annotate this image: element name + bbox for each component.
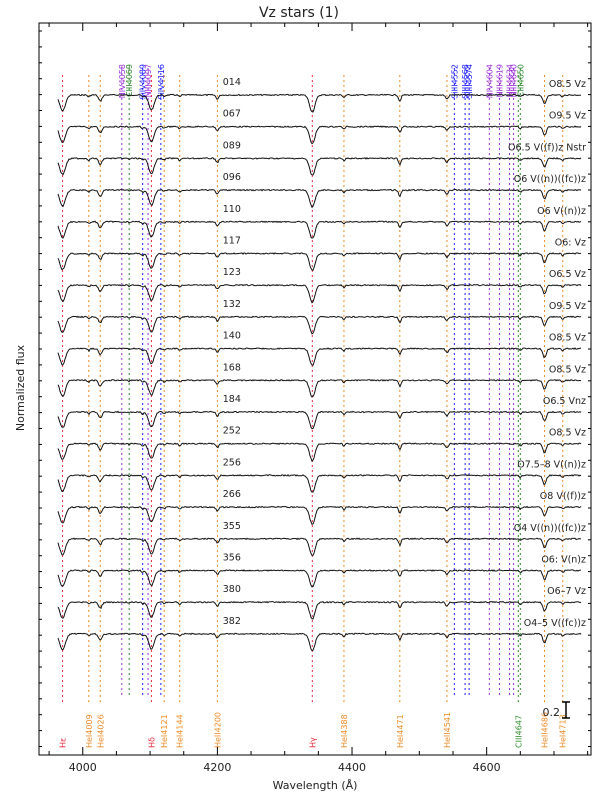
- bottom-line-label: HeI4009: [85, 714, 94, 748]
- bottom-line-label: Hδ: [147, 737, 156, 748]
- chart-title: Vz stars (1): [259, 5, 339, 21]
- top-line-label: SiIV4089: [139, 64, 148, 100]
- series-name-label: 168: [223, 362, 241, 373]
- series-name-label: 132: [223, 299, 241, 310]
- top-line-label: CIII4069: [125, 64, 134, 97]
- x-tick-label: 4600: [473, 761, 501, 774]
- series-sptype-label: O8.5 Vz: [549, 333, 586, 344]
- spectrum-line: [57, 347, 582, 366]
- top-line-label: SiIII4574: [465, 64, 474, 99]
- top-line-label: SiIII4552: [450, 64, 459, 99]
- series-sptype-label: O6: V(n)z: [541, 555, 586, 566]
- spectrum-line: [57, 474, 582, 493]
- bottom-line-label: HeI4471: [396, 714, 405, 748]
- top-line-label: NIII4619: [495, 64, 504, 97]
- series-name-label: 355: [223, 521, 241, 532]
- x-axis-label: Wavelength (Å): [273, 779, 358, 792]
- series-sptype-label: O8.5 Vz: [549, 364, 586, 375]
- spectrum-line: [57, 315, 581, 335]
- plot-frame: [38, 22, 592, 756]
- series-name-label: 117: [223, 236, 241, 247]
- top-line-label: SiIV4116: [157, 64, 166, 100]
- top-line-label: NIII4634: [506, 64, 515, 97]
- spectrum-line: [57, 569, 582, 588]
- series-name-label: 356: [223, 553, 241, 564]
- spectrum-line: [57, 93, 582, 113]
- x-tick-label: 4200: [203, 761, 231, 774]
- series-name-label: 096: [223, 172, 241, 183]
- spectra-series: [57, 93, 582, 652]
- spectrum-line: [57, 252, 582, 271]
- spectrum-line: [57, 378, 582, 398]
- series-name-label: 110: [223, 204, 241, 215]
- bottom-line-label: HeI4388: [340, 714, 349, 748]
- y-axis-label: Normalized flux: [14, 344, 27, 431]
- series-name-label: 067: [223, 109, 241, 120]
- axes: 4000 4200 4400 4600: [39, 23, 591, 774]
- top-line-label: SiIII4568: [461, 64, 470, 99]
- series-name-label: 252: [223, 426, 241, 437]
- series-sptype-label: O6 V((n))z: [537, 206, 586, 217]
- spectrum-line: [57, 442, 582, 463]
- scale-bar: 0.2: [543, 701, 570, 719]
- series-sptype-label: O8.5 Vz: [549, 428, 586, 439]
- series-sptype-label: O8.5 Vz: [549, 79, 586, 90]
- spectrum-line: [57, 188, 582, 209]
- bottom-line-label: HeI4713: [559, 714, 568, 748]
- series-sptype-label: O6 V((n))((fc))z: [514, 174, 586, 185]
- bottom-line-label: Hε: [59, 738, 68, 748]
- series-sptype-label: O6.5 Vz: [549, 269, 586, 280]
- bottom-line-label: HeI4144: [176, 714, 185, 748]
- spectrum-line: [57, 505, 582, 525]
- top-line-label: NIII4640: [510, 64, 519, 97]
- top-line-label: NIII4097: [144, 64, 153, 97]
- series-name-label: 184: [223, 394, 241, 405]
- top-line-label: CIII4650: [516, 64, 525, 97]
- bottom-line-label: HeI4121: [160, 714, 169, 748]
- scale-bar-label: 0.2: [543, 706, 561, 719]
- series-name-label: 266: [223, 489, 241, 500]
- series-sptype-label: O7.5–8 V((n))z: [517, 459, 586, 470]
- series-name-label: 256: [223, 457, 241, 468]
- bottom-line-label: HeII4686: [541, 712, 550, 748]
- series-sptype-label: O9.5 Vz: [549, 301, 586, 312]
- spectrum-line: [57, 600, 582, 620]
- spectrum-line: [57, 537, 581, 556]
- spectrum-line: [57, 632, 582, 652]
- x-tick-label: 4000: [69, 761, 97, 774]
- series-sptype-label: O6.5 Vnz: [543, 396, 586, 407]
- bottom-line-label: HeI4026: [96, 714, 105, 748]
- series-name-label: 140: [223, 331, 241, 342]
- series-sptype-label: O8 V((f))z: [540, 491, 586, 502]
- spectrum-line: [57, 220, 582, 239]
- spectrum-line: [57, 410, 582, 430]
- series-sptype-label: O4–5 V((fc))z: [524, 618, 586, 629]
- series-name-label: 089: [223, 140, 241, 151]
- series-labels: 014 O8.5 Vz 067 O9.5 Vz 089 O6.5 V((f))z Nstr…: [223, 77, 586, 629]
- spectrum-line: [57, 283, 582, 304]
- series-name-label: 380: [223, 584, 241, 595]
- top-line-label: NIV4058: [118, 64, 127, 98]
- series-sptype-label: O6.5 V((f))z Nstr: [508, 142, 586, 153]
- series-sptype-label: O6: Vz: [555, 238, 586, 249]
- series-name-label: 123: [223, 267, 241, 278]
- series-name-label: 014: [223, 77, 241, 88]
- bottom-line-label: HeII4200: [213, 712, 222, 748]
- bottom-line-label: CIII4647: [514, 715, 523, 748]
- x-tick-label: 4400: [338, 761, 366, 774]
- series-sptype-label: O9.5 Vz: [549, 111, 586, 122]
- spectrum-line: [57, 125, 582, 145]
- top-line-label: NIV4604: [485, 64, 494, 98]
- bottom-line-label: HeII4541: [443, 712, 452, 748]
- series-sptype-label: O4 V((n))((fc))z: [514, 523, 586, 534]
- series-sptype-label: O6–7 Vz: [547, 586, 586, 597]
- spectrum-line: [57, 157, 582, 176]
- bottom-line-label: Hγ: [308, 737, 317, 748]
- series-name-label: 382: [223, 616, 241, 627]
